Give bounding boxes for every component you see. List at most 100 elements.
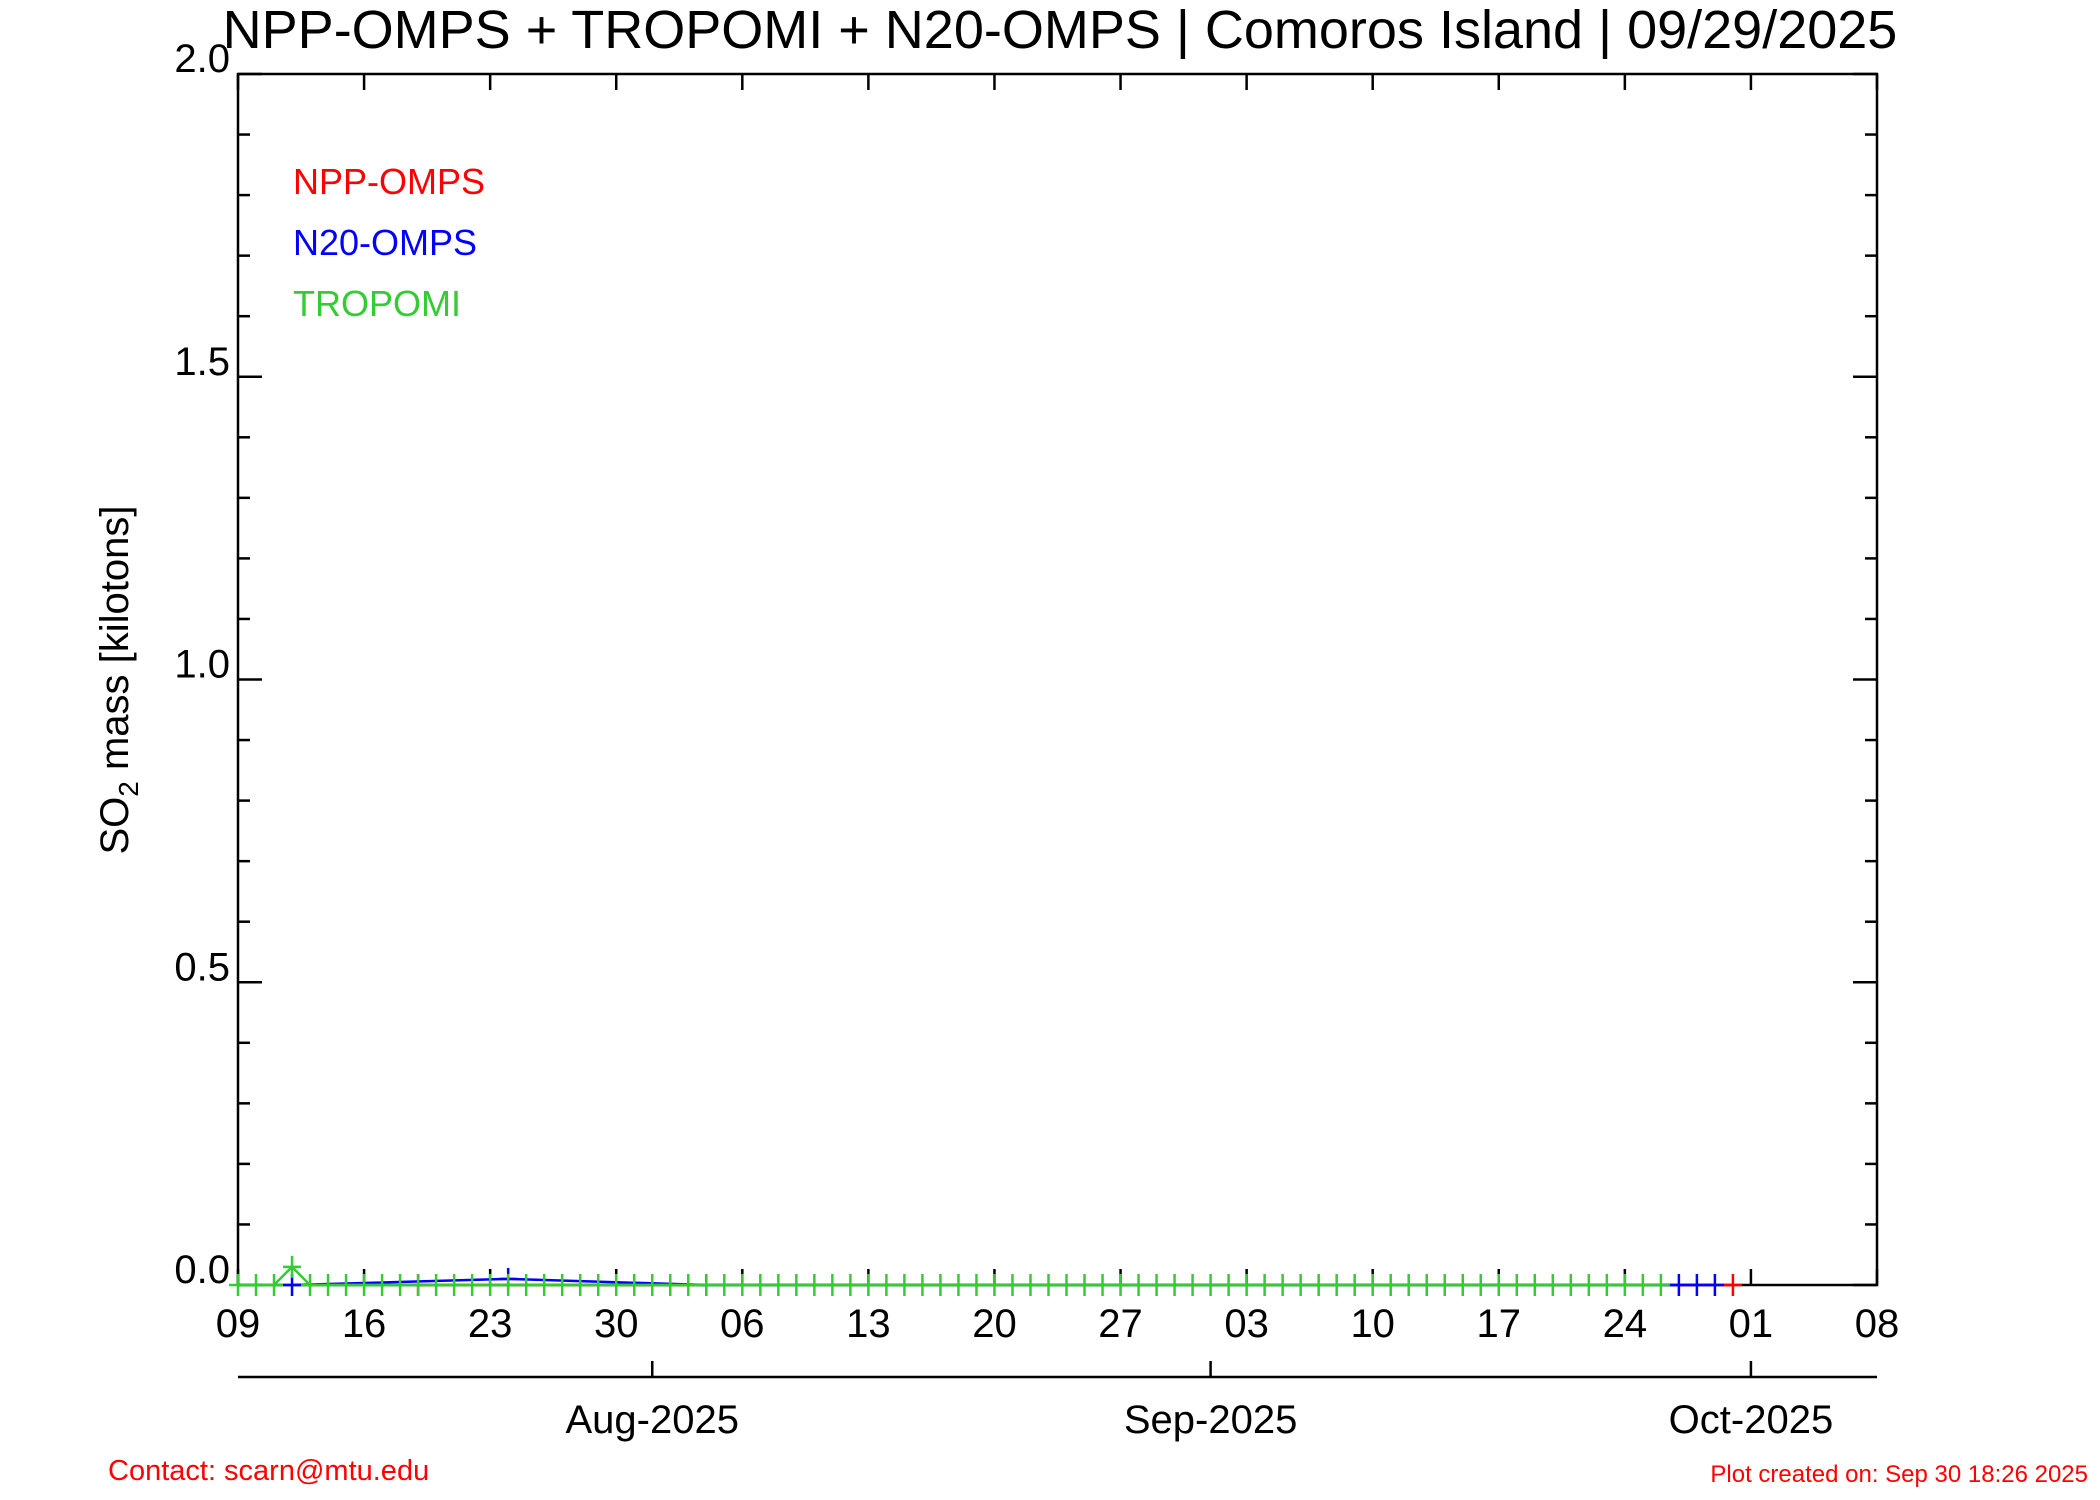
series-marker bbox=[1687, 1274, 1706, 1296]
series-marker bbox=[517, 1274, 536, 1296]
series-marker bbox=[247, 1274, 266, 1296]
series-marker bbox=[1237, 1274, 1256, 1296]
series-marker bbox=[1525, 1274, 1544, 1296]
series-marker bbox=[787, 1274, 806, 1296]
series-marker bbox=[679, 1274, 698, 1296]
series-marker bbox=[1705, 1274, 1724, 1296]
series-marker bbox=[1327, 1274, 1346, 1296]
series-marker bbox=[1345, 1274, 1364, 1296]
series-marker bbox=[1129, 1274, 1148, 1296]
series-marker bbox=[1075, 1274, 1094, 1296]
series-marker bbox=[625, 1274, 644, 1296]
series-marker bbox=[571, 1274, 590, 1296]
series-marker bbox=[895, 1274, 914, 1296]
series-marker bbox=[301, 1274, 320, 1296]
series-marker bbox=[1093, 1274, 1112, 1296]
series-marker bbox=[1399, 1274, 1418, 1296]
y-tick-label: 1.0 bbox=[174, 643, 230, 687]
y-label-part: SO bbox=[93, 797, 137, 855]
month-tick-label: Aug-2025 bbox=[566, 1398, 739, 1442]
series-marker bbox=[1363, 1274, 1382, 1296]
series-marker bbox=[805, 1274, 824, 1296]
series-marker bbox=[337, 1274, 356, 1296]
x-tick-label: 08 bbox=[1855, 1302, 1900, 1346]
y-tick-label: 0.5 bbox=[174, 945, 230, 989]
series-marker bbox=[1003, 1274, 1022, 1296]
series-marker bbox=[229, 1274, 247, 1296]
x-tick-label: 06 bbox=[720, 1302, 765, 1346]
series-marker bbox=[1183, 1274, 1202, 1296]
x-tick-label: 20 bbox=[972, 1302, 1017, 1346]
series-marker bbox=[1381, 1274, 1400, 1296]
y-label-part: mass [kilotons] bbox=[93, 505, 137, 781]
x-tick-label: 10 bbox=[1350, 1302, 1395, 1346]
series-marker bbox=[499, 1274, 518, 1296]
series-marker bbox=[1651, 1274, 1670, 1296]
legend-entry: N20-OMPS bbox=[293, 222, 477, 263]
x-tick-label: 24 bbox=[1603, 1302, 1648, 1346]
chart-title: NPP-OMPS + TROPOMI + N20-OMPS | Comoros … bbox=[223, 0, 1898, 60]
series-marker bbox=[877, 1274, 896, 1296]
x-tick-label: 13 bbox=[846, 1302, 891, 1346]
series-marker bbox=[1579, 1274, 1598, 1296]
series-marker bbox=[607, 1274, 626, 1296]
series-marker bbox=[949, 1274, 968, 1296]
x-tick-label: 01 bbox=[1729, 1302, 1774, 1346]
x-tick-label: 17 bbox=[1477, 1302, 1522, 1346]
series-marker bbox=[265, 1274, 284, 1296]
x-tick-label: 16 bbox=[342, 1302, 387, 1346]
series-marker bbox=[1147, 1274, 1166, 1296]
series-marker bbox=[1435, 1274, 1454, 1296]
series-marker bbox=[1507, 1274, 1526, 1296]
series-marker bbox=[1111, 1274, 1130, 1296]
series-marker bbox=[409, 1274, 428, 1296]
series-marker bbox=[1453, 1274, 1472, 1296]
series-marker bbox=[715, 1274, 734, 1296]
series-marker bbox=[985, 1274, 1004, 1296]
series-marker bbox=[391, 1274, 410, 1296]
series-marker bbox=[1255, 1274, 1274, 1296]
series-marker bbox=[1723, 1274, 1742, 1296]
series-marker bbox=[931, 1274, 950, 1296]
series-marker bbox=[1057, 1274, 1076, 1296]
series-marker bbox=[643, 1274, 662, 1296]
series-marker bbox=[751, 1274, 770, 1296]
series-marker bbox=[859, 1274, 878, 1296]
legend-entry: NPP-OMPS bbox=[293, 161, 485, 202]
series-marker bbox=[1597, 1274, 1616, 1296]
series-marker bbox=[1021, 1274, 1040, 1296]
y-tick-label: 1.5 bbox=[174, 340, 230, 384]
series-marker bbox=[553, 1274, 572, 1296]
series-marker bbox=[661, 1274, 680, 1296]
month-tick-label: Sep-2025 bbox=[1124, 1398, 1297, 1442]
series-marker bbox=[697, 1274, 716, 1296]
series-marker bbox=[1489, 1274, 1508, 1296]
series-marker bbox=[481, 1274, 500, 1296]
series-marker bbox=[1273, 1274, 1292, 1296]
y-tick-label: 2.0 bbox=[174, 37, 230, 81]
series-marker bbox=[1471, 1274, 1490, 1296]
series-marker bbox=[1633, 1274, 1652, 1296]
series-marker bbox=[1201, 1274, 1220, 1296]
series-marker bbox=[1561, 1274, 1580, 1296]
x-tick-label: 09 bbox=[216, 1302, 261, 1346]
month-tick-label: Oct-2025 bbox=[1669, 1398, 1834, 1442]
series-marker bbox=[427, 1274, 446, 1296]
series-marker bbox=[1039, 1274, 1058, 1296]
x-tick-label: 23 bbox=[468, 1302, 513, 1346]
series-marker bbox=[589, 1274, 608, 1296]
series-marker bbox=[823, 1274, 842, 1296]
x-tick-label: 27 bbox=[1098, 1302, 1143, 1346]
series-marker bbox=[841, 1274, 860, 1296]
series-marker bbox=[1417, 1274, 1436, 1296]
series-marker bbox=[373, 1274, 392, 1296]
series-marker bbox=[913, 1274, 932, 1296]
legend-entry: TROPOMI bbox=[293, 283, 461, 324]
x-tick-label: 30 bbox=[594, 1302, 639, 1346]
series-marker bbox=[733, 1274, 752, 1296]
y-tick-label: 0.0 bbox=[174, 1248, 230, 1292]
series-marker bbox=[967, 1274, 986, 1296]
y-label-sub: 2 bbox=[113, 781, 144, 797]
series-marker bbox=[769, 1274, 788, 1296]
